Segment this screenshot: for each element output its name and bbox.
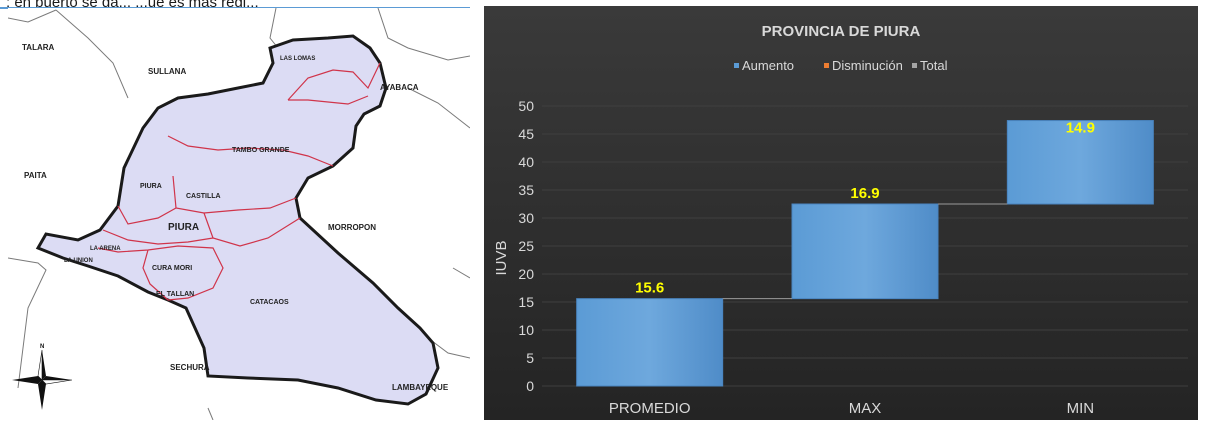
chart-title: PROVINCIA DE PIURA [762,23,921,40]
piura-province-shape [35,34,440,406]
x-tick-promedio: PROMEDIO [609,400,691,417]
ayabaca-boundary [377,8,470,61]
y-tick-35: 35 [518,182,534,198]
legend-label-2: Total [920,58,948,73]
map-label-piura-district: PIURA [140,183,162,190]
data-label-promedio: 15.6 [635,280,664,297]
piura-map-panel: TALARA SULLANA LAS LOMAS AYABACA TAMBO G… [8,8,470,420]
bar-promedio [576,298,724,387]
y-tick-20: 20 [518,266,534,282]
x-tick-labels: PROMEDIO MAX MIN [609,400,1094,417]
data-label-max: 16.9 [850,185,879,202]
map-label-el-tallan: EL TALLAN [156,291,194,298]
y-axis-label: IUVB [493,240,510,275]
chart-panel: PROVINCIA DE PIURA Aumento Disminución Tot… [484,6,1198,420]
sullana-lomas-boundary [269,8,279,49]
talara-boundary [8,9,57,23]
map-label-morropon: MORROPON [328,223,376,232]
sullana-paita-boundary [55,9,129,99]
x-tick-min: MIN [1067,400,1095,417]
caption-fragment: ; en puerto se da... ...ue es mas regi..… [6,0,259,11]
y-tick-5: 5 [526,350,534,366]
coast-line [8,257,47,389]
sechura-boundary [207,407,214,420]
district-boundaries [97,62,381,301]
map-label-lambayeque: LAMBAYEQUE [392,383,449,392]
y-tick-25: 25 [518,238,534,254]
legend-marker-0 [734,63,739,68]
waterfall-chart: PROVINCIA DE PIURA Aumento Disminución Tot… [484,6,1198,420]
legend-marker-1 [824,63,829,68]
data-label-min: 14.9 [1066,120,1095,137]
map-label-paita: PAITA [24,171,47,180]
y-tick-0: 0 [526,378,534,394]
piura-map: TALARA SULLANA LAS LOMAS AYABACA TAMBO G… [8,8,470,420]
map-label-la-arena: LA ARENA [90,246,121,252]
lambayeque-boundary [427,337,470,359]
y-tick-40: 40 [518,154,534,170]
y-tick-30: 30 [518,210,534,226]
map-label-talara: TALARA [22,43,55,52]
y-tick-50: 50 [518,98,534,114]
map-label-las-lomas: LAS LOMAS [280,56,315,62]
y-tick-labels: 0 5 10 15 20 25 30 35 40 45 50 [518,98,534,394]
legend-label-1: Disminución [832,58,903,73]
map-label-catacaos: CATACAOS [250,299,289,306]
map-label-ayabaca: AYABACA [380,83,419,92]
map-label-la-union: LA UNION [64,258,93,264]
legend-label-0: Aumento [742,58,794,73]
y-tick-45: 45 [518,126,534,142]
map-label-cura-mori: CURA MORI [152,265,192,272]
map-label-tambo-grande: TAMBO GRANDE [232,147,290,154]
chart-legend: Aumento Disminución Total [734,58,948,73]
morropon-east-boundary [452,267,470,279]
x-tick-max: MAX [849,400,882,417]
map-label-sullana: SULLANA [148,67,186,76]
bar-max [791,203,939,300]
top-caption-strip: ; en puerto se da... ...ue es mas regi..… [0,0,470,11]
bar-min [1006,120,1154,205]
map-label-castilla: CASTILLA [186,193,221,200]
map-label-sechura: SECHURA [170,363,210,372]
ayabaca-morropon-boundary [407,87,470,129]
chart-bars: 15.6 16.9 14.9 [576,120,1154,387]
svg-text:N: N [40,344,44,350]
y-tick-15: 15 [518,294,534,310]
legend-marker-2 [912,63,917,68]
y-tick-10: 10 [518,322,534,338]
compass-rose-icon: N [12,344,73,410]
map-label-piura-province: PIURA [168,222,199,233]
